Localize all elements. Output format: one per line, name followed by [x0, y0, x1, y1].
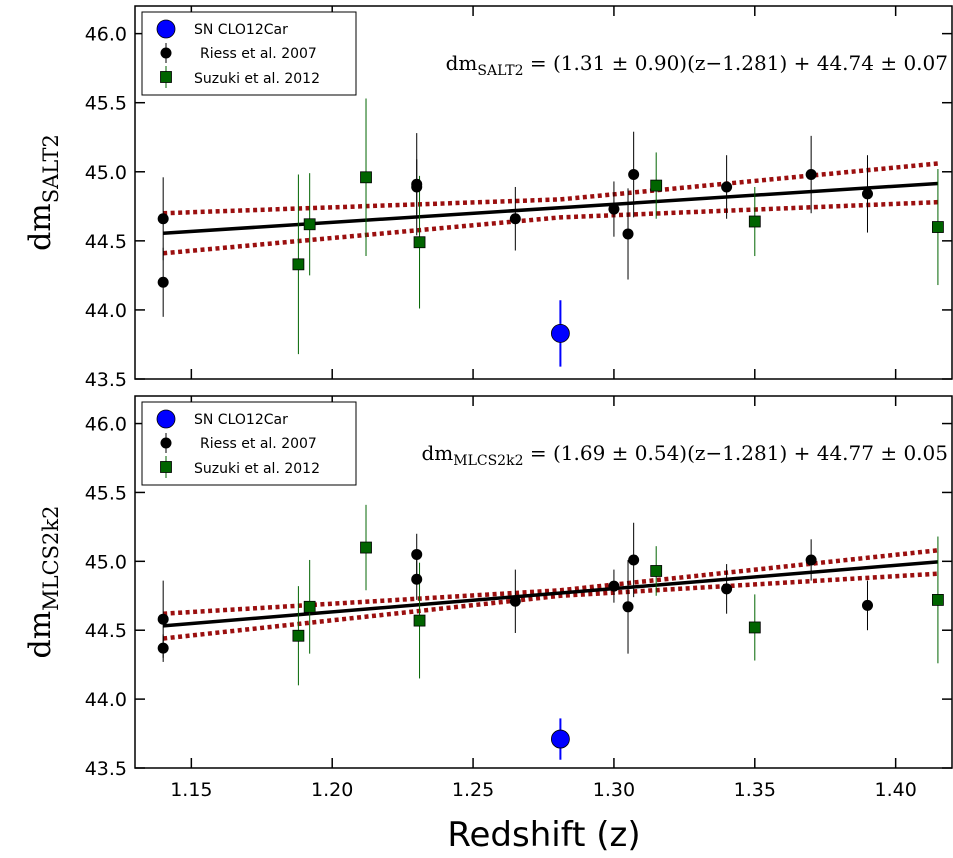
y-axis-label: dmSALT2 [23, 134, 63, 251]
legend-marker-clo12car [156, 409, 176, 429]
fit-equation: dmMLCS2k2 = (1.69 ± 0.54)(z−1.281) + 44.… [421, 441, 948, 469]
suzuki-point [292, 258, 305, 271]
confidence-band-lower [162, 199, 939, 256]
legend-label-riess: Riess et al. 2007 [200, 436, 317, 452]
y-tick-label: 45.0 [85, 162, 127, 184]
y-tick-label: 44.0 [85, 689, 127, 711]
legend-marker-riess [160, 437, 172, 449]
y-axis-label-main: dm [23, 203, 58, 251]
suzuki-point [303, 218, 316, 231]
legend-box [141, 11, 357, 96]
riess-point [622, 601, 634, 613]
riess-point [509, 213, 521, 225]
legend-label-suzuki: Suzuki et al. 2012 [194, 71, 320, 87]
y-axis-label-sub: MLCS2k2 [39, 505, 63, 610]
y-axis-label: dmMLCS2k2 [23, 505, 63, 658]
riess-point [861, 188, 873, 200]
riess-point [157, 613, 169, 625]
legend: SN CLO12Car Riess et al. 2007 Suzuki et al… [141, 401, 357, 486]
y-axis-label-sub: SALT2 [39, 134, 63, 203]
confidence-band-upper [163, 548, 939, 616]
fit-line [163, 181, 939, 235]
y-tick-label: 44.5 [85, 231, 127, 253]
riess-point [721, 181, 733, 193]
x-tick-label: 1.25 [452, 779, 494, 801]
clo12car-point [551, 324, 570, 343]
suzuki-point [292, 629, 305, 642]
riess-point [608, 203, 620, 215]
riess-point [509, 595, 521, 607]
suzuki-point [413, 236, 426, 249]
fit-equation-rhs: = (1.69 ± 0.54)(z−1.281) + 44.77 ± 0.05 [523, 441, 948, 465]
legend-label-riess: Riess et al. 2007 [200, 46, 317, 62]
fit-equation-subscript: MLCS2k2 [453, 453, 523, 469]
riess-point [628, 169, 640, 181]
suzuki-point [650, 565, 663, 577]
riess-point [411, 548, 423, 560]
fit-equation-subscript: SALT2 [477, 63, 523, 79]
riess-point [411, 181, 423, 193]
y-tick-label: 45.5 [85, 482, 127, 504]
riess-point [628, 554, 640, 566]
riess-point [805, 554, 817, 566]
suzuki-point [360, 541, 372, 554]
legend-label-clo12car: SN CLO12Car [194, 412, 288, 428]
clo12car-point [551, 729, 570, 749]
legend-label-suzuki: Suzuki et al. 2012 [194, 461, 320, 477]
riess-point [721, 583, 733, 595]
y-tick-label: 46.0 [85, 24, 127, 46]
riess-point [805, 169, 817, 181]
legend: SN CLO12Car Riess et al. 2007 Suzuki et al… [141, 11, 357, 96]
y-tick-label: 45.0 [85, 551, 127, 573]
legend-marker-riess [160, 47, 172, 59]
suzuki-point [932, 221, 944, 233]
fit-equation: dmSALT2 = (1.31 ± 0.90)(z−1.281) + 44.74… [446, 51, 948, 79]
fit-line [163, 560, 939, 628]
fit-equation-lhs: dm [446, 51, 478, 75]
riess-point [411, 573, 423, 585]
y-axis-label-main: dm [23, 611, 58, 659]
suzuki-point [650, 179, 663, 192]
riess-point [157, 276, 169, 288]
riess-point [861, 599, 873, 611]
legend-box [141, 401, 357, 486]
legend-marker-clo12car [156, 19, 176, 39]
x-tick-label: 1.20 [311, 779, 353, 801]
legend-label-clo12car: SN CLO12Car [194, 22, 288, 38]
suzuki-point [360, 171, 372, 184]
suzuki-point [932, 594, 944, 606]
riess-point [622, 228, 634, 240]
fit-equation-lhs: dm [421, 441, 453, 465]
suzuki-point [748, 215, 761, 228]
y-tick-label: 43.5 [85, 369, 127, 391]
fit-equation-rhs: = (1.31 ± 0.90)(z−1.281) + 44.74 ± 0.07 [523, 51, 948, 75]
riess-point [157, 213, 169, 225]
y-tick-label: 44.0 [85, 300, 127, 322]
y-tick-label: 46.0 [85, 414, 127, 436]
suzuki-point [303, 600, 316, 613]
x-axis-label: Redshift (z) [447, 815, 640, 855]
riess-point [157, 642, 169, 654]
riess-point [608, 580, 620, 592]
suzuki-point [748, 621, 761, 634]
legend-marker-suzuki [160, 71, 172, 83]
confidence-band-lower [162, 571, 939, 641]
y-tick-label: 43.5 [85, 758, 127, 780]
legend-marker-suzuki [160, 461, 172, 473]
panel-mlcs2k2: 1.15 1.20 1.25 1.30 1.35 1.40 43.5 44.0 44.5 45.0… [23, 395, 953, 801]
x-tick-label: 1.30 [593, 779, 635, 801]
plot-frame [134, 395, 953, 769]
y-tick-label: 45.5 [85, 93, 127, 115]
plot-frame [134, 5, 953, 380]
x-tick-label: 1.40 [874, 779, 916, 801]
x-tick-label: 1.35 [734, 779, 776, 801]
x-tick-label: 1.15 [170, 779, 212, 801]
y-tick-label: 44.5 [85, 620, 127, 642]
suzuki-point [413, 614, 426, 627]
